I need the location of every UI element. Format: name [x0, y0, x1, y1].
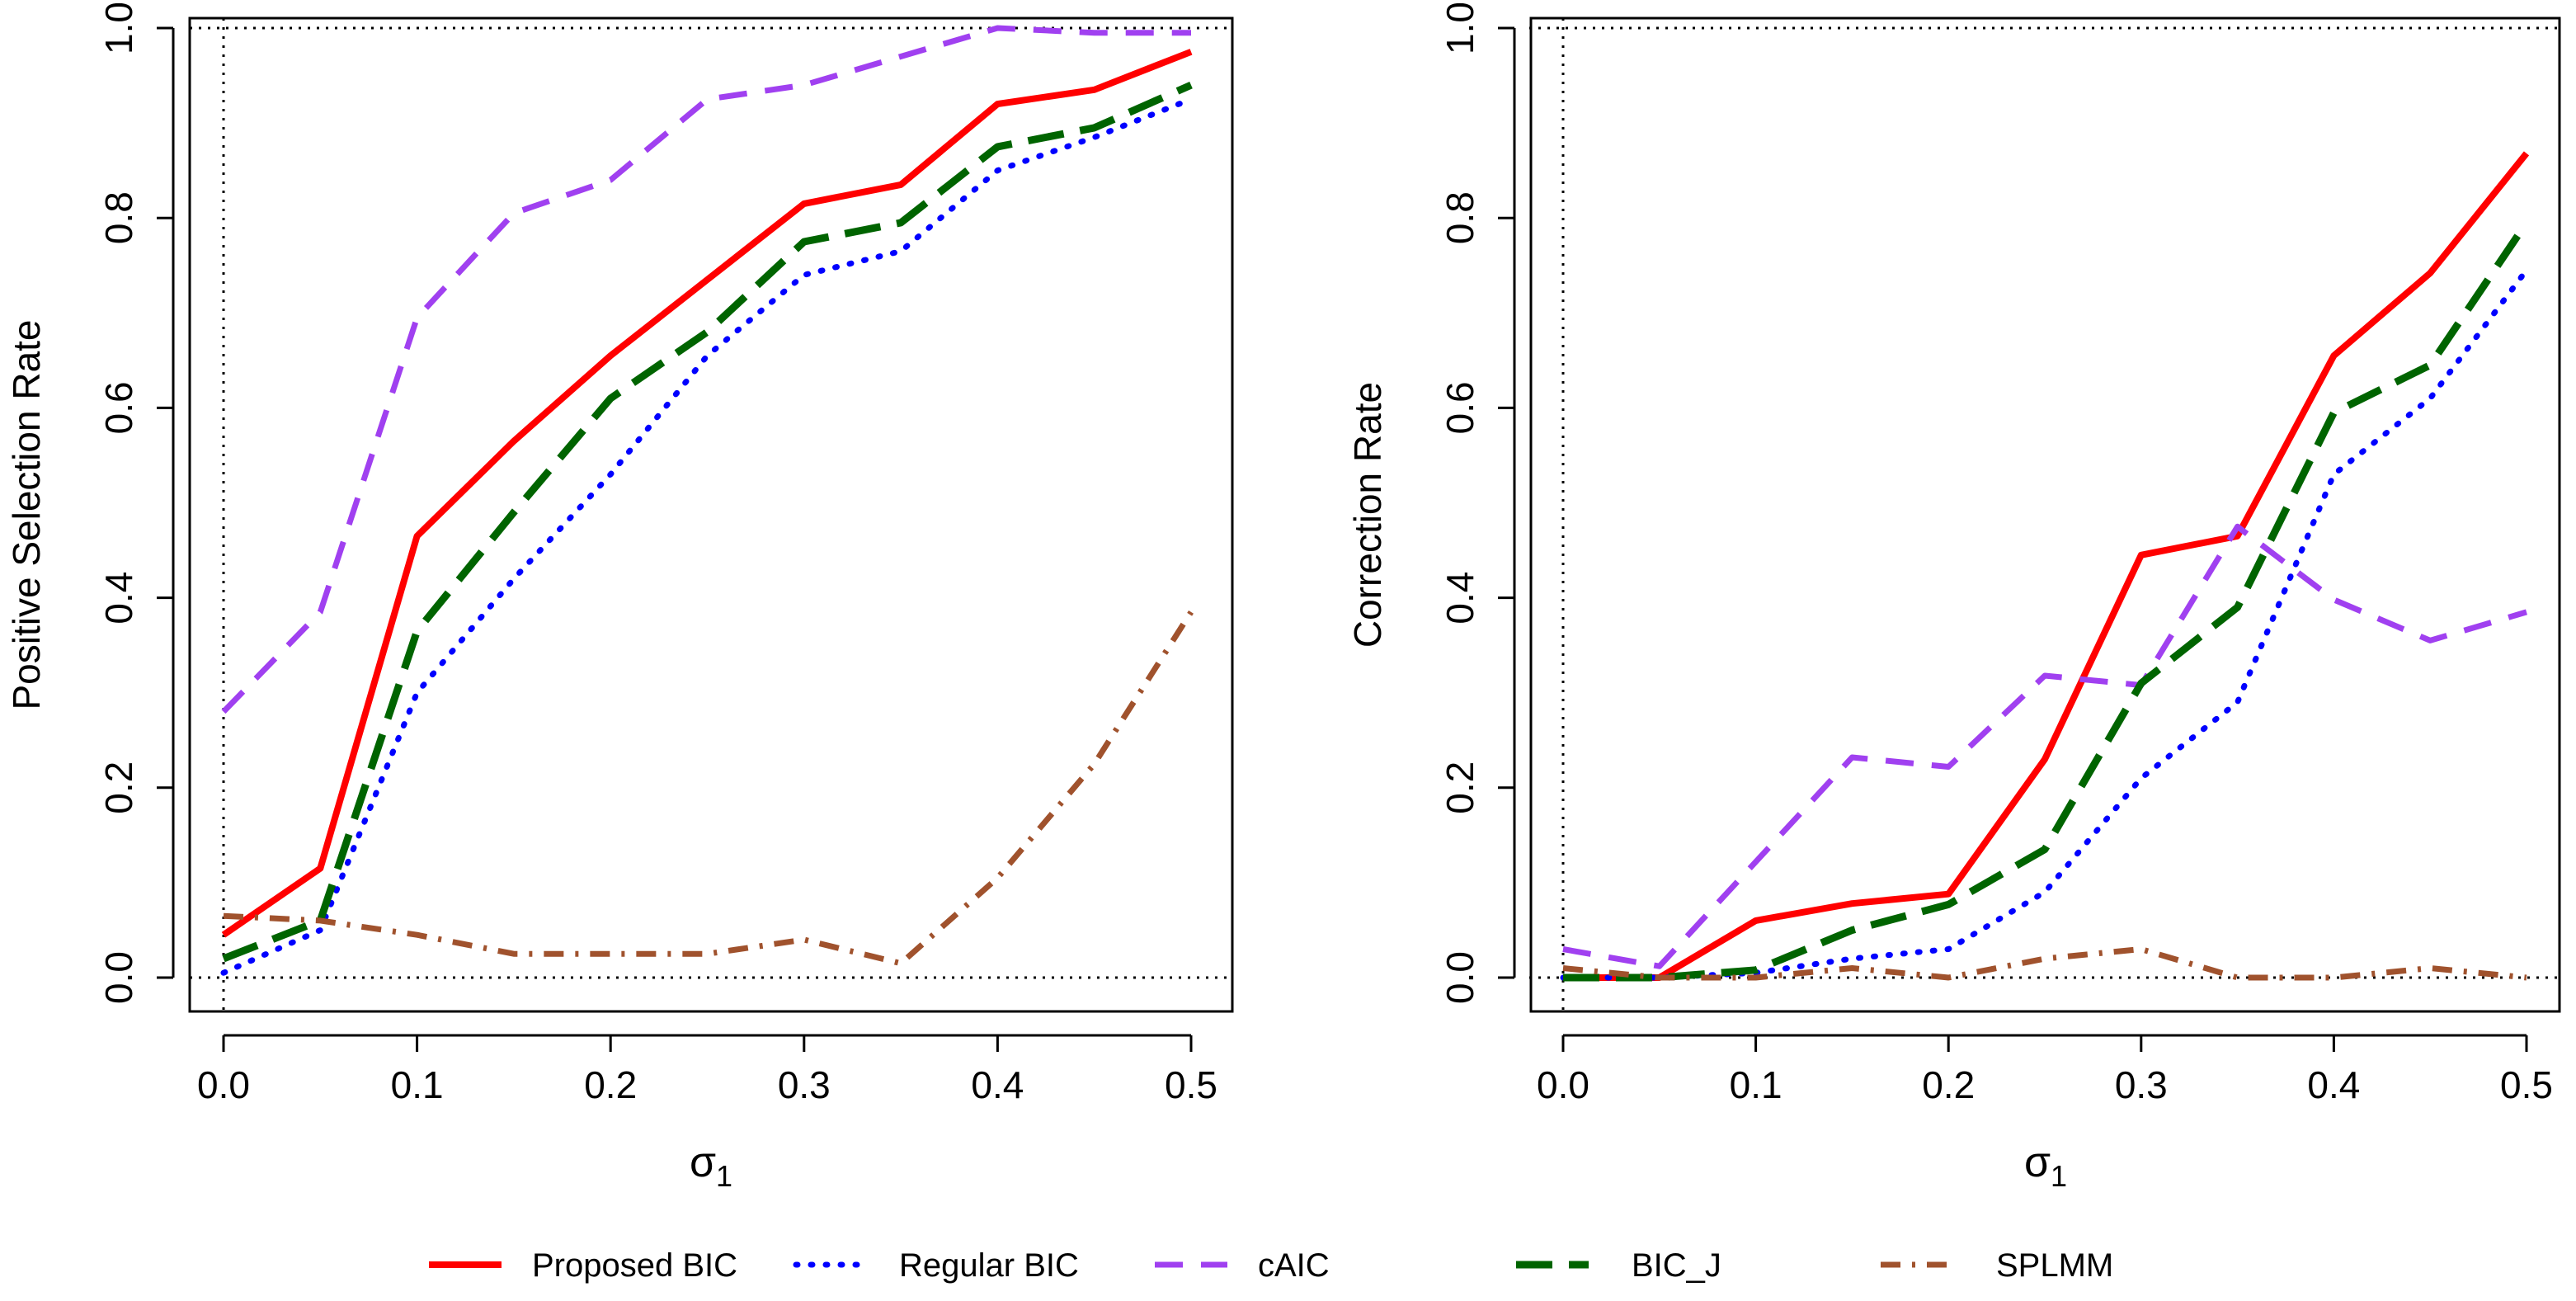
series-line-caic: [221, 25, 1191, 714]
x-tick-label: 0.5: [1165, 1063, 1217, 1106]
y-tick-label: 0.8: [97, 191, 140, 244]
x-tick-label: 0.1: [1730, 1063, 1782, 1106]
legend: Proposed BIC Regular BIC cAIC BIC_J SPLMM: [429, 1247, 2113, 1284]
y-tick-label: 0.4: [97, 572, 140, 625]
series-line-proposed-bic: [1563, 151, 2530, 981]
legend-label: cAIC: [1258, 1247, 1330, 1284]
x-tick-label: 0.0: [197, 1063, 250, 1106]
series-line-splmm: [1562, 946, 2527, 981]
legend-label: Regular BIC: [899, 1247, 1079, 1284]
plot-frame: [188, 16, 1234, 1013]
y-tick-label: 0.0: [97, 951, 140, 1004]
x-tick-label: 0.1: [391, 1063, 444, 1106]
y-tick-label: 1.0: [97, 2, 140, 54]
y-tick-label: 1.0: [1439, 2, 1481, 54]
x-tick-label: 0.2: [584, 1063, 637, 1106]
x-tick-label: 0.4: [971, 1063, 1024, 1106]
y-tick-label: 0.2: [97, 761, 140, 814]
series-line-regular-bic: [1560, 267, 2530, 981]
x-axis-title-symbol: σ: [690, 1138, 716, 1186]
y-tick-label: 0.8: [1439, 191, 1481, 244]
x-axis-title: σ1: [690, 1138, 732, 1193]
legend-item-bic-j: BIC_J: [1516, 1247, 1721, 1284]
series-line-splmm: [223, 610, 1194, 967]
x-tick-label: 0.5: [2500, 1063, 2553, 1106]
y-axis-title: Correction Rate: [1346, 382, 1389, 648]
legend-item-splmm: SPLMM: [1881, 1247, 2113, 1284]
legend-label: BIC_J: [1632, 1247, 1721, 1284]
x-tick-label: 0.3: [778, 1063, 831, 1106]
series-line-caic: [1562, 523, 2527, 969]
legend-label: SPLMM: [1996, 1247, 2113, 1284]
plot-frame: [1529, 16, 2561, 1013]
series-line-proposed-bic: [221, 49, 1193, 938]
x-axis-title: σ1: [2024, 1138, 2067, 1193]
panel-positive-selection: Positive Selection Rate σ1 0.0 0.1 0.2 0.3 0…: [5, 2, 1234, 1193]
y-tick-label: 0.6: [97, 381, 140, 434]
x-axis-title-subscript: 1: [716, 1159, 732, 1193]
x-tick-label: 0.4: [2307, 1063, 2360, 1106]
series-line-regular-bic: [220, 96, 1194, 976]
legend-item-proposed-bic: Proposed BIC: [429, 1247, 737, 1284]
x-tick-label: 0.2: [1922, 1063, 1975, 1106]
y-tick-label: 0.4: [1439, 572, 1481, 625]
legend-item-caic: cAIC: [1155, 1247, 1330, 1284]
legend-label: Proposed BIC: [532, 1247, 737, 1284]
y-tick-label: 0.6: [1439, 381, 1481, 434]
y-tick-label: 0.2: [1439, 761, 1481, 814]
panel-correction-rate: Correction Rate σ1 0.0 0.1 0.2 0.3 0.4 0.5 0.0…: [1346, 2, 2561, 1193]
y-axis-title: Positive Selection Rate: [5, 319, 48, 709]
x-axis-title-symbol: σ: [2024, 1138, 2051, 1186]
x-tick-label: 0.0: [1537, 1063, 1589, 1106]
series-line-bic-j: [222, 81, 1193, 963]
legend-item-regular-bic: Regular BIC: [793, 1247, 1079, 1284]
y-tick-label: 0.0: [1439, 951, 1481, 1004]
x-axis-title-subscript: 1: [2051, 1159, 2067, 1193]
x-tick-label: 0.3: [2115, 1063, 2168, 1106]
series-line-bic-j: [1563, 220, 2530, 982]
